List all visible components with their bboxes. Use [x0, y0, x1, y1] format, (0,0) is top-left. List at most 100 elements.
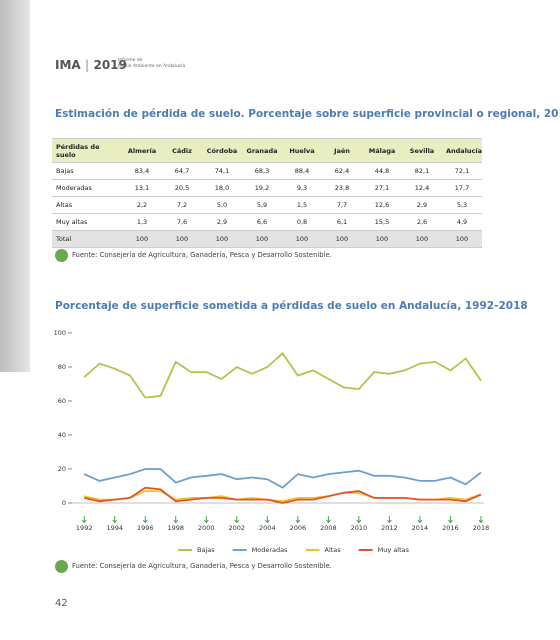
column-header: Almería	[122, 138, 162, 163]
x-tick-arrow	[478, 516, 484, 524]
x-tick-arrow	[81, 516, 87, 524]
subtitle-line: Informe de	[118, 58, 143, 63]
table-cell: 72,1	[442, 162, 482, 180]
table-cell: 2,6	[402, 213, 442, 231]
table-cell: 6,6	[242, 213, 282, 231]
series-line	[84, 486, 482, 504]
table-cell: 4,9	[442, 213, 482, 231]
y-tick-label: 100	[54, 329, 66, 337]
series-line	[83, 468, 482, 489]
table-cell: 9,3	[282, 179, 322, 197]
table-title: Estimación de pérdida de suelo. Porcenta…	[55, 108, 560, 120]
logo: IMA | 2019	[55, 58, 127, 72]
logo-text: IMA	[55, 58, 81, 72]
column-header: Granada	[242, 138, 282, 163]
table-cell: 7,2	[162, 196, 202, 214]
table-cell: 12,4	[402, 179, 442, 197]
table-source: Fuente: Consejería de Agricultura, Ganad…	[72, 251, 332, 259]
data-table: Pérdidas de suelo Almería Cádiz Córdoba Gran…	[52, 138, 482, 248]
table-cell: Altas	[52, 196, 122, 214]
column-header: Cádiz	[162, 138, 202, 163]
y-tick-label: 80	[58, 363, 66, 371]
chart-source: Fuente: Consejería de Agricultura, Ganad…	[72, 562, 332, 570]
table-cell: 19,2	[242, 179, 282, 197]
table-cell: 68,3	[242, 162, 282, 180]
table-cell: 62,4	[322, 162, 362, 180]
y-tick-label: 40	[58, 431, 66, 439]
x-tick-label: 1994	[106, 524, 123, 532]
download-icon[interactable]	[55, 249, 68, 262]
y-tick-label: 20	[58, 465, 66, 473]
x-tick-arrow	[234, 516, 240, 524]
x-tick-arrow	[448, 516, 453, 524]
sidebar	[0, 0, 30, 372]
download-icon[interactable]	[55, 560, 68, 573]
x-tick-arrow	[112, 516, 118, 524]
logo-sep: |	[84, 58, 90, 72]
x-tick-arrow	[326, 516, 331, 524]
table-cell: Total	[52, 230, 122, 248]
table-cell: 27,1	[362, 179, 402, 197]
table-row: Moderadas 13,1 20,5 18,0 19,2 9,3 23,8 27,1 12,4…	[52, 179, 482, 197]
table-cell: 18,0	[202, 179, 242, 197]
table-cell: 23,8	[322, 179, 362, 197]
x-tick-label: 2002	[229, 524, 246, 532]
header-row: Pérdidas de suelo Almería Cádiz Córdoba Gran…	[52, 138, 482, 163]
column-header: Andalucía	[442, 138, 482, 163]
table-cell: 7,7	[322, 196, 362, 214]
x-tick-label: 2016	[442, 524, 459, 532]
table-cell: 1,5	[282, 196, 322, 214]
table-row: Total 100 100 100 100 100 100 100 100 100	[52, 230, 482, 248]
table-cell: Moderadas	[52, 179, 122, 197]
table-cell: 2,9	[402, 196, 442, 214]
table-row: Altas 2,2 7,2 5,0 5,9 1,5 7,7 12,6 2,9 5,3	[52, 196, 482, 214]
page-number: 42	[55, 598, 68, 609]
x-tick-label: 2014	[412, 524, 429, 532]
x-tick-arrow	[295, 516, 301, 524]
table-cell: 1,3	[122, 213, 162, 231]
legend-label: Moderadas	[252, 546, 288, 554]
x-tick-arrow	[417, 516, 423, 524]
table-cell: 100	[162, 230, 202, 248]
y-tick-label: 0	[62, 499, 66, 507]
table-cell: Bajas	[52, 162, 122, 180]
table-cell: 100	[242, 230, 282, 248]
table-cell: 64,7	[162, 162, 202, 180]
x-tick-label: 2010	[351, 524, 368, 532]
table-cell: 2,9	[202, 213, 242, 231]
x-tick-label: 1992	[76, 524, 93, 532]
x-tick-label: 2012	[381, 524, 398, 532]
x-tick-label: 2000	[198, 524, 215, 532]
legend-label: Muy altas	[378, 546, 410, 554]
table-cell: 5,0	[202, 196, 242, 214]
x-tick-label: 1998	[167, 524, 184, 532]
table-cell: 12,6	[362, 196, 402, 214]
table-cell: 100	[202, 230, 242, 248]
table-cell: 100	[322, 230, 362, 248]
x-tick-label: 2008	[320, 524, 337, 532]
table-cell: 2,2	[122, 196, 162, 214]
table-cell: Muy altas	[52, 213, 122, 231]
table-cell: 100	[282, 230, 322, 248]
column-header: Sevilla	[402, 138, 442, 163]
x-tick-arrow	[142, 516, 148, 524]
table-cell: 74,1	[202, 162, 242, 180]
legend-label: Bajas	[197, 546, 215, 554]
header-subtitle: Informe de Medio Ambiente en Andalucía	[118, 58, 185, 70]
table-row: Bajas 83,4 64,7 74,1 68,3 88,4 62,4 44,8 82,1 72,…	[52, 162, 482, 180]
x-tick-arrow	[356, 516, 362, 524]
table-cell: 100	[122, 230, 162, 248]
table-cell: 100	[402, 230, 442, 248]
table-cell: 17,7	[442, 179, 482, 197]
x-tick-label: 1996	[137, 524, 154, 532]
table-cell: 83,4	[122, 162, 162, 180]
x-tick-label: 2018	[473, 524, 490, 532]
table-cell: 100	[442, 230, 482, 248]
chart: 0 20 40 60 80 100 1992 1994 1996 1998 2000 2002 2004…	[54, 329, 490, 554]
x-tick-arrow	[173, 516, 179, 524]
table-row: Muy altas 1,3 7,6 2,9 6,6 0,8 6,1 15,5 2,6 4,9	[52, 213, 482, 231]
x-tick-arrow	[264, 516, 270, 524]
table-cell: 13,1	[122, 179, 162, 197]
column-header: Huelva	[282, 138, 322, 163]
